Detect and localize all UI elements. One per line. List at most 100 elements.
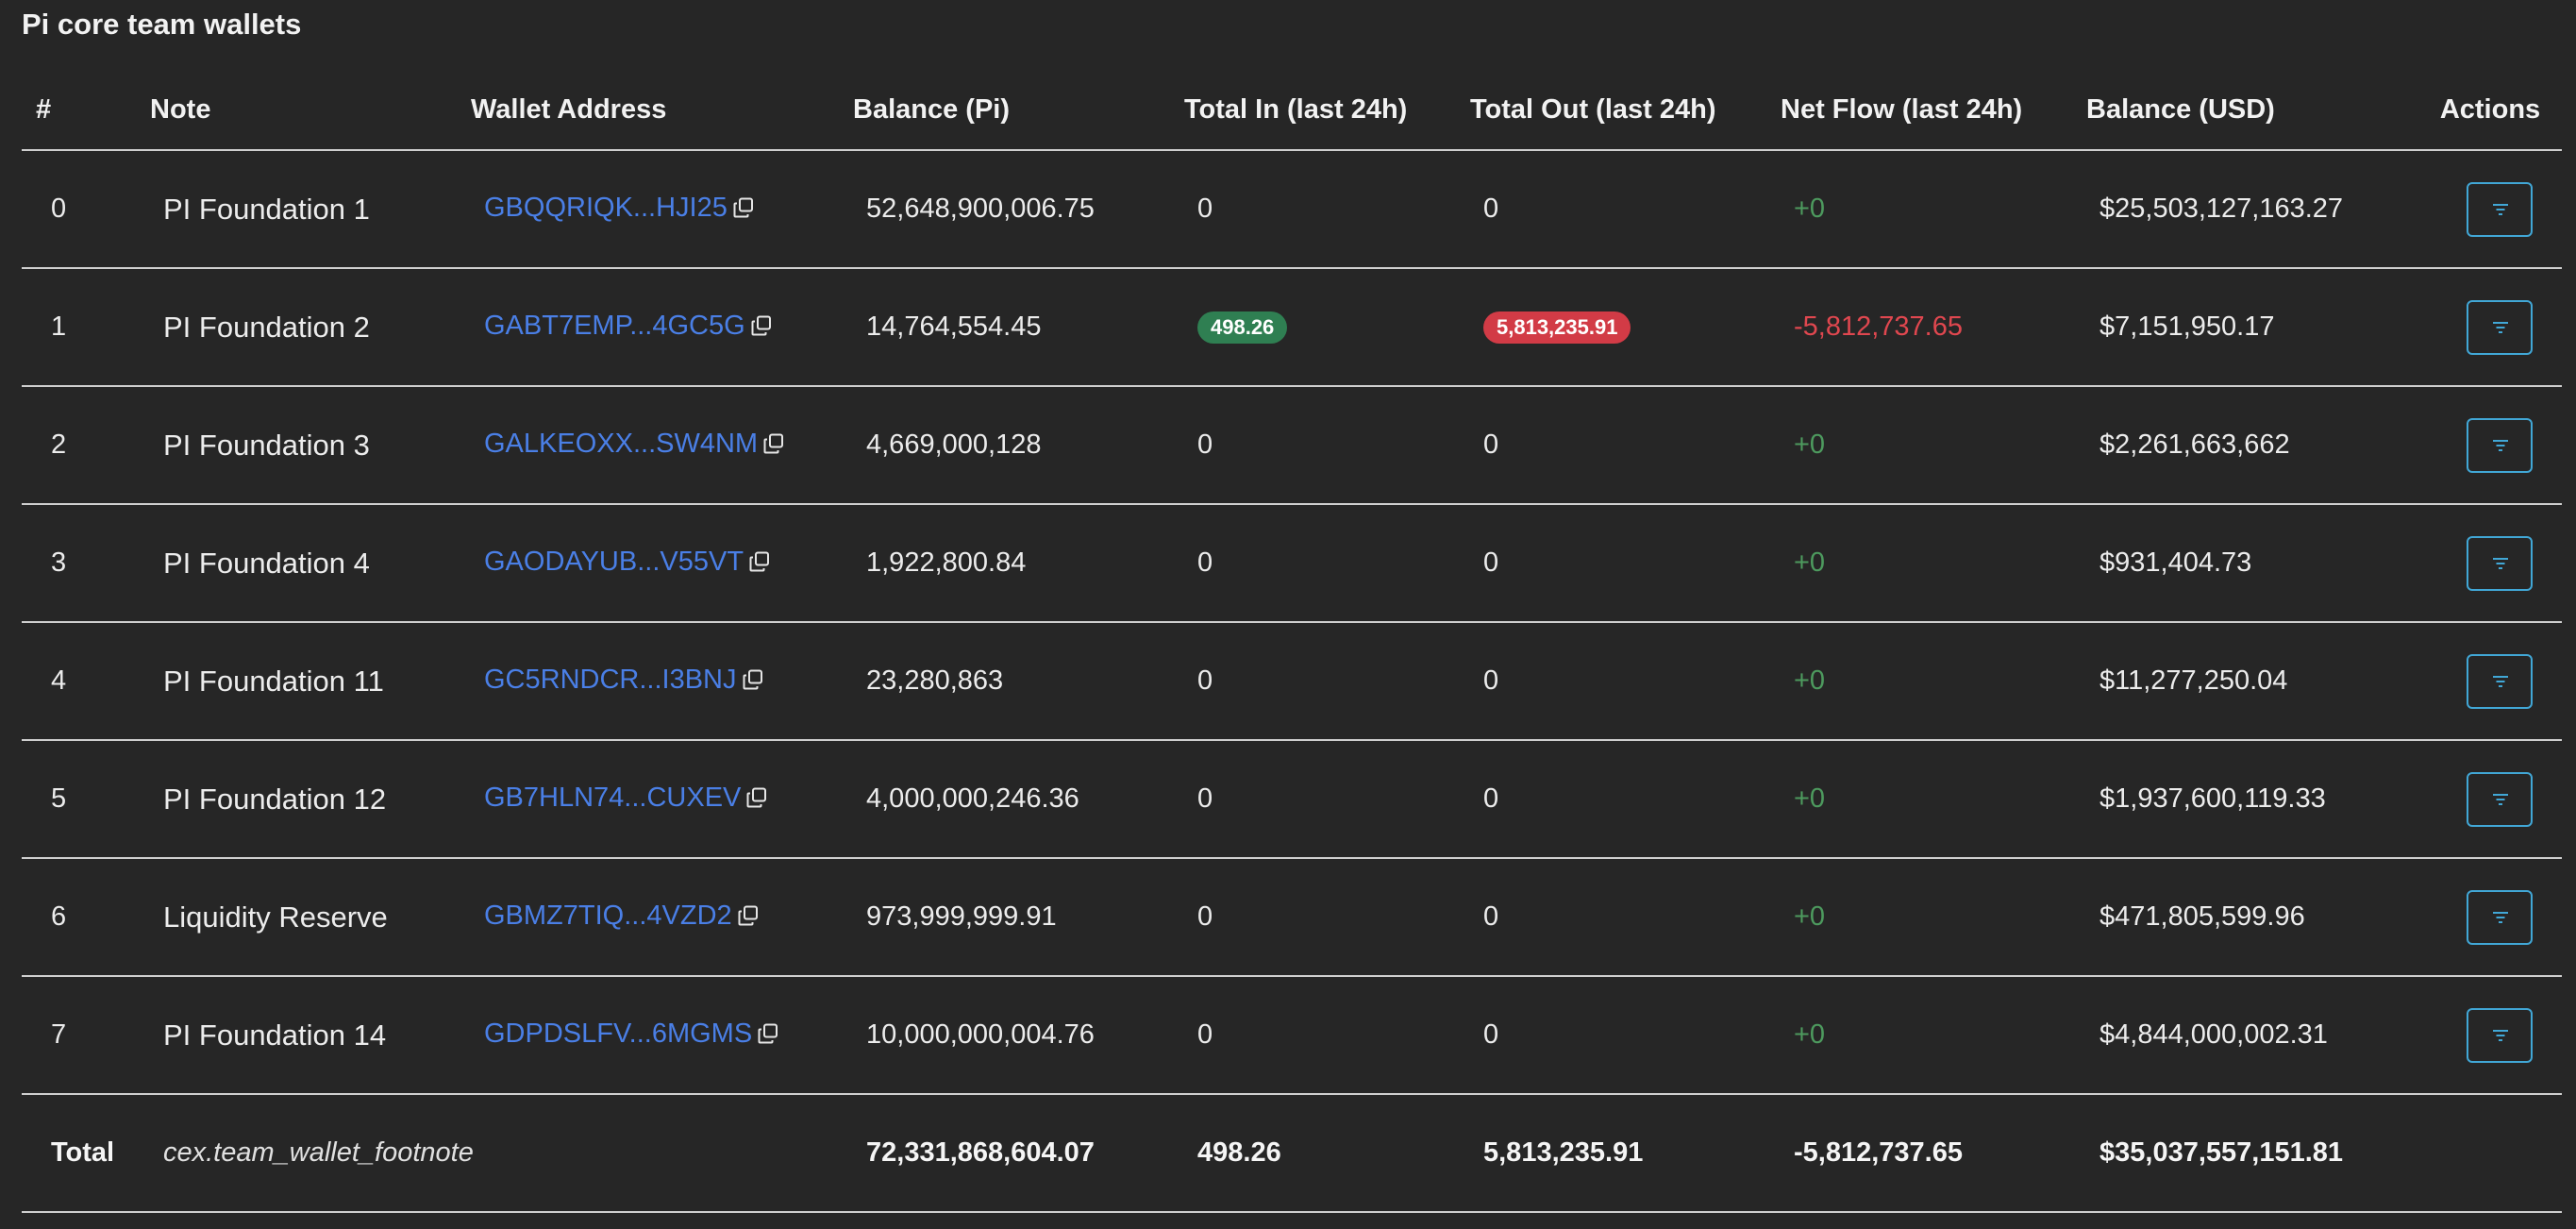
row-address-cell: GC5RNDCR...I3BNJ — [471, 622, 853, 741]
row-note: PI Foundation 2 — [150, 268, 471, 387]
filter-button[interactable] — [2467, 181, 2533, 237]
total-row: Total cex.team_wallet_footnote 72,331,86… — [22, 1094, 2562, 1213]
wallet-address-link[interactable]: GB7HLN74...CUXEV — [484, 783, 742, 813]
row-balance-pi: 52,648,900,006.75 — [853, 150, 1184, 269]
row-total-in: 0 — [1184, 504, 1470, 623]
table-row: 3 PI Foundation 4 GAODAYUB...V55VT 1,922… — [22, 504, 2562, 623]
row-net-flow: +0 — [1781, 386, 2086, 505]
row-note: PI Foundation 12 — [150, 740, 471, 859]
filter-button[interactable] — [2467, 771, 2533, 827]
wallet-address-link[interactable]: GC5RNDCR...I3BNJ — [484, 665, 737, 695]
table-row: 1 PI Foundation 2 GABT7EMP...4GC5G 14,76… — [22, 268, 2562, 387]
row-balance-pi: 23,280,863 — [853, 622, 1184, 741]
table-row: 6 Liquidity Reserve GBMZ7TIQ...4VZD2 973… — [22, 858, 2562, 977]
wallet-address-link[interactable]: GBMZ7TIQ...4VZD2 — [484, 901, 732, 931]
row-total-out: 5,813,235.91 — [1470, 268, 1781, 387]
wallets-table: # Note Wallet Address Balance (Pi) Total… — [22, 70, 2562, 1213]
row-balance-usd: $1,937,600,119.33 — [2086, 740, 2418, 859]
filter-button[interactable] — [2467, 535, 2533, 591]
row-net-flow: +0 — [1781, 150, 2086, 269]
table-row: 4 PI Foundation 11 GC5RNDCR...I3BNJ 23,2… — [22, 622, 2562, 741]
col-header-index: # — [22, 70, 150, 151]
row-balance-pi: 14,764,554.45 — [853, 268, 1184, 387]
row-total-in: 0 — [1184, 740, 1470, 859]
copy-icon[interactable] — [763, 430, 784, 462]
filter-button[interactable] — [2467, 653, 2533, 709]
wallet-address-link[interactable]: GDPDSLFV...6MGMS — [484, 1019, 753, 1049]
total-out: 5,813,235.91 — [1470, 1094, 1781, 1213]
copy-icon[interactable] — [751, 312, 772, 344]
filter-icon — [2493, 793, 2508, 805]
wallet-address-link[interactable]: GBQQRIQK...HJI25 — [484, 193, 728, 223]
row-balance-usd: $2,261,663,662 — [2086, 386, 2418, 505]
table-row: 0 PI Foundation 1 GBQQRIQK...HJI25 52,64… — [22, 150, 2562, 269]
col-header-balance-pi: Balance (Pi) — [853, 70, 1184, 151]
row-actions — [2418, 504, 2562, 623]
row-note: PI Foundation 1 — [150, 150, 471, 269]
row-index: 0 — [22, 150, 150, 269]
col-header-address: Wallet Address — [471, 70, 853, 151]
row-total-in: 0 — [1184, 386, 1470, 505]
row-index: 5 — [22, 740, 150, 859]
row-balance-usd: $25,503,127,163.27 — [2086, 150, 2418, 269]
row-index: 1 — [22, 268, 150, 387]
row-actions — [2418, 386, 2562, 505]
copy-icon[interactable] — [738, 902, 759, 934]
total-label: Total — [22, 1094, 150, 1213]
filter-button[interactable] — [2467, 299, 2533, 355]
row-balance-usd: $4,844,000,002.31 — [2086, 976, 2418, 1095]
row-total-in: 0 — [1184, 150, 1470, 269]
row-index: 6 — [22, 858, 150, 977]
col-header-net-flow: Net Flow (last 24h) — [1781, 70, 2086, 151]
row-balance-usd: $11,277,250.04 — [2086, 622, 2418, 741]
wallet-address-link[interactable]: GABT7EMP...4GC5G — [484, 311, 745, 341]
row-address-cell: GBMZ7TIQ...4VZD2 — [471, 858, 853, 977]
row-actions — [2418, 150, 2562, 269]
row-address-cell: GABT7EMP...4GC5G — [471, 268, 853, 387]
col-header-balance-usd: Balance (USD) — [2086, 70, 2418, 151]
filter-button[interactable] — [2467, 417, 2533, 473]
page-title: Pi core team wallets — [22, 8, 302, 41]
total-balance-pi: 72,331,868,604.07 — [853, 1094, 1184, 1213]
row-actions — [2418, 740, 2562, 859]
row-balance-usd: $471,805,599.96 — [2086, 858, 2418, 977]
row-address-cell: GBQQRIQK...HJI25 — [471, 150, 853, 269]
filter-icon — [2493, 675, 2508, 687]
row-note: PI Foundation 14 — [150, 976, 471, 1095]
row-balance-pi: 4,000,000,246.36 — [853, 740, 1184, 859]
col-header-note: Note — [150, 70, 471, 151]
row-total-in: 0 — [1184, 858, 1470, 977]
filter-button[interactable] — [2467, 889, 2533, 945]
copy-icon[interactable] — [733, 194, 754, 226]
row-actions — [2418, 858, 2562, 977]
row-total-out: 0 — [1470, 386, 1781, 505]
row-index: 4 — [22, 622, 150, 741]
wallet-address-link[interactable]: GALKEOXX...SW4NM — [484, 429, 759, 459]
wallet-address-link[interactable]: GAODAYUB...V55VT — [484, 547, 744, 577]
row-total-out: 0 — [1470, 740, 1781, 859]
row-net-flow: +0 — [1781, 976, 2086, 1095]
row-total-in: 0 — [1184, 976, 1470, 1095]
copy-icon[interactable] — [749, 548, 770, 580]
row-index: 7 — [22, 976, 150, 1095]
row-balance-pi: 4,669,000,128 — [853, 386, 1184, 505]
row-total-out: 0 — [1470, 504, 1781, 623]
filter-icon — [2493, 321, 2508, 333]
copy-icon[interactable] — [746, 784, 767, 816]
row-note: PI Foundation 11 — [150, 622, 471, 741]
row-index: 3 — [22, 504, 150, 623]
row-total-out: 0 — [1470, 150, 1781, 269]
total-balance-usd: $35,037,557,151.81 — [2086, 1094, 2418, 1213]
total-footnote: cex.team_wallet_footnote — [150, 1094, 853, 1213]
row-address-cell: GDPDSLFV...6MGMS — [471, 976, 853, 1095]
copy-icon[interactable] — [758, 1020, 778, 1052]
col-header-total-out: Total Out (last 24h) — [1470, 70, 1781, 151]
row-actions — [2418, 268, 2562, 387]
total-net-flow: -5,812,737.65 — [1781, 1094, 2086, 1213]
table-row: 7 PI Foundation 14 GDPDSLFV...6MGMS 10,0… — [22, 976, 2562, 1095]
filter-button[interactable] — [2467, 1007, 2533, 1063]
copy-icon[interactable] — [743, 666, 763, 698]
total-out-badge: 5,813,235.91 — [1483, 311, 1631, 344]
row-note: PI Foundation 3 — [150, 386, 471, 505]
